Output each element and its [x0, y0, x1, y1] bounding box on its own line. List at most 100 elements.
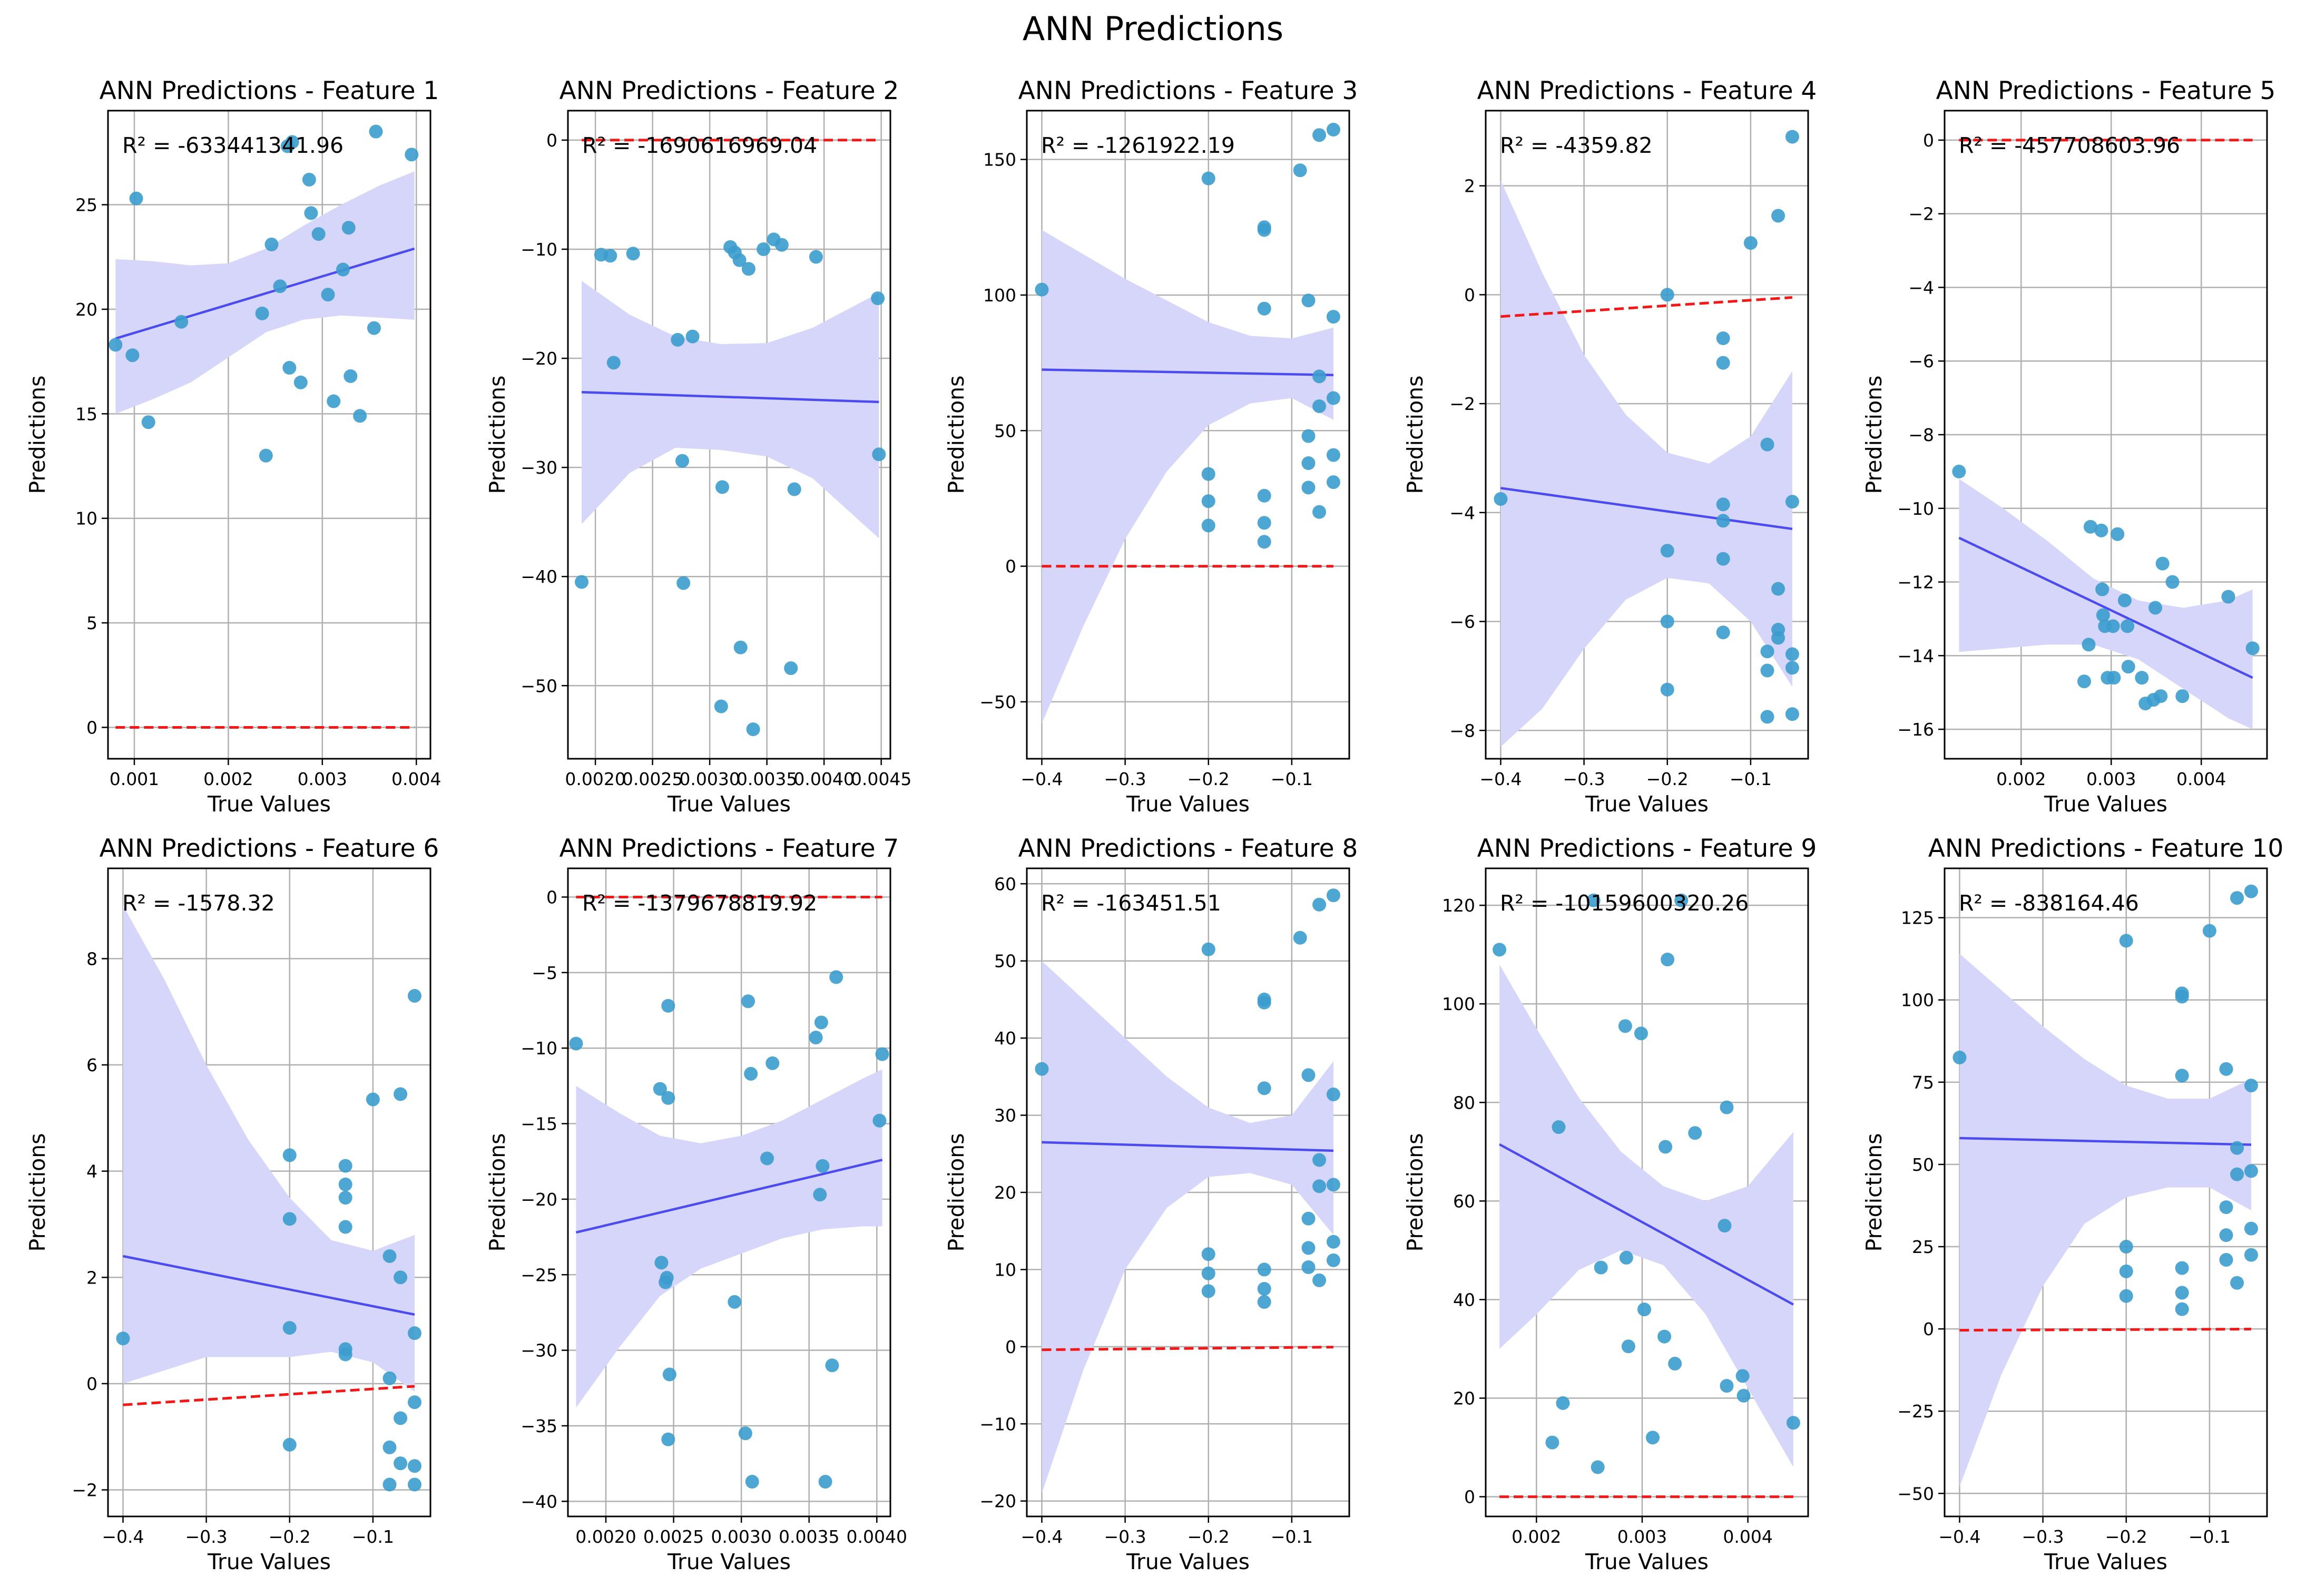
- y-tick-label: 125: [1901, 908, 1934, 928]
- plot-content: [116, 905, 421, 1492]
- data-point: [1326, 310, 1340, 324]
- data-point: [774, 238, 789, 252]
- r-squared-annotation: R² = -1578.32: [122, 890, 275, 916]
- x-tick-label: −0.4: [1479, 769, 1522, 789]
- confidence-band: [1500, 180, 1792, 747]
- y-axis-label: Predictions: [485, 375, 510, 494]
- data-point: [2095, 582, 2109, 596]
- data-point: [871, 291, 885, 306]
- confidence-band: [123, 905, 415, 1392]
- subplot-title: ANN Predictions - Feature 10: [1928, 834, 2284, 863]
- data-point: [282, 1321, 297, 1335]
- r-squared-annotation: R² = -457708603.96: [1959, 133, 2180, 158]
- data-point: [1771, 631, 1785, 645]
- data-point: [809, 1031, 823, 1045]
- y-tick-label: −2: [1449, 394, 1475, 414]
- x-tick-label: −0.4: [1020, 1526, 1063, 1547]
- x-tick-label: −0.4: [1020, 769, 1063, 789]
- x-tick-label: −0.3: [185, 1526, 228, 1547]
- gridlines: [1945, 868, 2267, 1516]
- x-tick-label: 0.0040: [793, 769, 854, 789]
- data-point: [302, 172, 316, 187]
- y-tick-label: −40: [521, 1491, 557, 1512]
- data-point: [685, 329, 700, 344]
- data-point: [2111, 527, 2125, 541]
- y-tick-label: −10: [521, 239, 557, 260]
- data-point: [1736, 1388, 1751, 1403]
- data-point: [1035, 1062, 1049, 1076]
- data-point: [872, 447, 886, 462]
- y-tick-label: 2: [86, 1267, 97, 1288]
- x-tick-label: 0.002: [1512, 1526, 1561, 1547]
- x-tick-label: 0.003: [298, 769, 347, 789]
- data-point: [2119, 1264, 2133, 1278]
- y-tick-label: −15: [521, 1114, 557, 1134]
- data-point: [875, 1047, 889, 1061]
- y-axis-label: Predictions: [1861, 1133, 1887, 1251]
- y-tick-label: −10: [979, 1414, 1016, 1434]
- data-point: [1591, 1460, 1605, 1474]
- data-point: [1326, 391, 1340, 405]
- data-point: [1257, 1282, 1271, 1296]
- y-tick-label: −35: [521, 1416, 557, 1436]
- regression-line: [575, 1159, 883, 1234]
- data-point: [1660, 544, 1674, 558]
- data-point: [366, 1092, 380, 1107]
- data-point: [2077, 674, 2091, 689]
- data-point: [2221, 590, 2235, 604]
- data-point: [2107, 671, 2121, 685]
- data-point: [1660, 682, 1674, 697]
- data-point: [1785, 661, 1799, 675]
- regression-line: [123, 1255, 415, 1316]
- data-point: [1952, 1051, 1967, 1065]
- y-tick-label: 6: [86, 1055, 97, 1075]
- x-axis-label: True Values: [2044, 791, 2167, 817]
- y-axis-label: Predictions: [25, 375, 50, 494]
- y-tick-label: −10: [1897, 498, 1934, 519]
- data-point: [1257, 488, 1271, 503]
- confidence-band: [1499, 964, 1793, 1467]
- data-point: [304, 206, 318, 220]
- y-tick-label: −25: [1897, 1401, 1934, 1422]
- data-point: [1257, 516, 1271, 530]
- data-point: [273, 279, 287, 293]
- data-point: [1619, 1250, 1633, 1265]
- regression-line: [1042, 1141, 1334, 1152]
- y-tick-label: −6: [1449, 612, 1475, 632]
- subplot-5: ANN Predictions - Feature 5 0.002 0.003 0.0…: [1861, 76, 2275, 817]
- x-tick-label: 0.004: [391, 769, 441, 789]
- data-point: [293, 375, 308, 389]
- x-tick-label: −0.1: [1271, 1526, 1313, 1547]
- data-point: [1716, 497, 1730, 512]
- plot-content: [1952, 884, 2258, 1487]
- regression-line: [1042, 368, 1333, 377]
- x-tick-label: 0.0020: [565, 769, 625, 789]
- data-point: [1035, 282, 1049, 297]
- y-tick-label: −2: [72, 1480, 97, 1501]
- data-point: [744, 1066, 758, 1081]
- data-point: [2175, 990, 2189, 1004]
- y-tick-label: 100: [1901, 990, 1934, 1011]
- data-point: [1785, 130, 1799, 144]
- y-tick-label: 0: [1005, 556, 1016, 577]
- y-tick-label: −10: [521, 1038, 557, 1059]
- data-point: [382, 1477, 397, 1492]
- data-point: [369, 124, 383, 139]
- data-point: [382, 1249, 397, 1263]
- x-tick-label: −0.1: [352, 1526, 394, 1547]
- data-point: [1786, 1416, 1800, 1430]
- data-point: [1201, 171, 1215, 185]
- data-point: [116, 1331, 130, 1346]
- data-point: [1293, 163, 1307, 178]
- x-tick-label: −0.2: [1188, 769, 1230, 789]
- x-tick-label: 0.0020: [575, 1526, 636, 1547]
- y-tick-label: 0: [546, 130, 557, 151]
- data-point: [2119, 1240, 2133, 1254]
- y-tick-label: 4: [86, 1161, 97, 1182]
- data-point: [259, 448, 273, 463]
- y-tick-label: 80: [1453, 1092, 1475, 1113]
- plot-content: [109, 124, 419, 729]
- data-point: [1494, 492, 1508, 506]
- data-point: [1326, 888, 1340, 903]
- data-point: [344, 369, 358, 383]
